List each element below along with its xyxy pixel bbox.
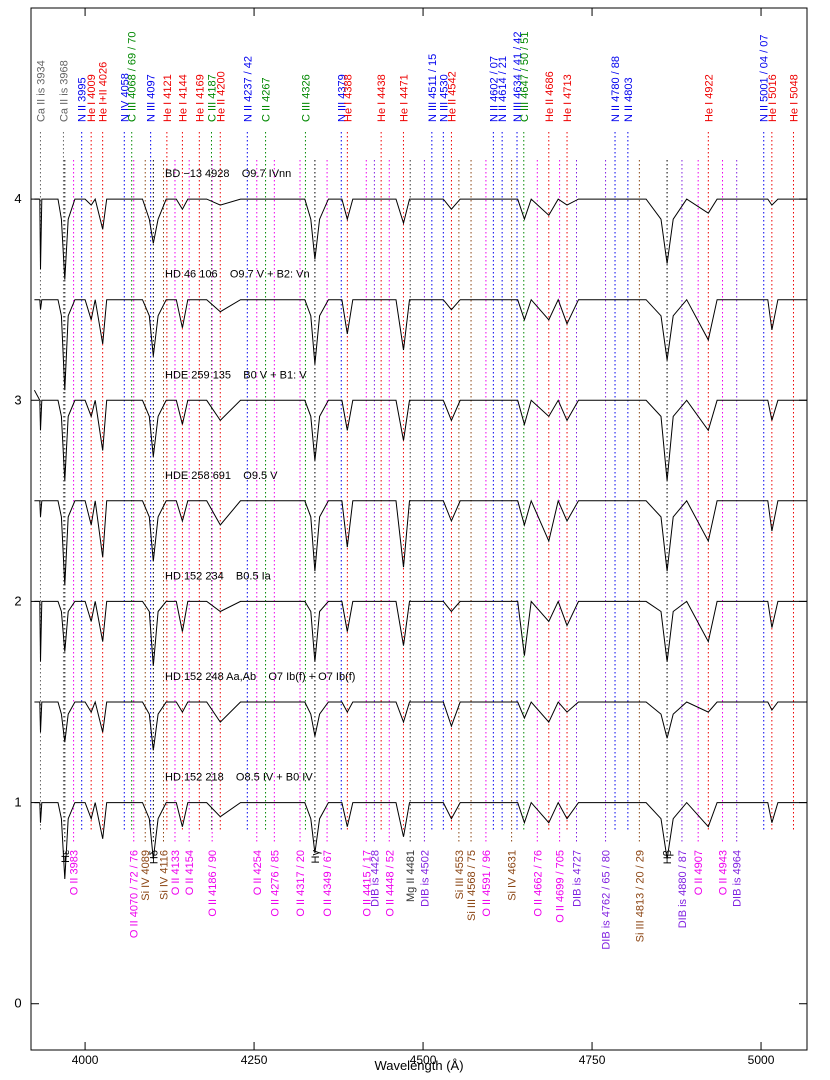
top-line-label: N II 3995 [77, 77, 89, 122]
top-line-label: N III 4097 [146, 74, 158, 122]
top-line-label: N II 4237 / 42 [242, 56, 254, 122]
spectrum [34, 600, 807, 666]
star-label: HDE 259 135 B0 V + B1: V [165, 369, 307, 381]
bottom-line-label: O II 4349 / 67 [322, 850, 334, 917]
y-tick-label: 3 [14, 392, 21, 407]
bottom-line-label: O II 4943 [718, 850, 730, 895]
top-line-label: He II 4686 [544, 71, 556, 122]
bottom-line-label: Hγ [310, 850, 322, 864]
top-line-label: N II 4614 / 21 [497, 56, 509, 122]
bottom-line-label: O II 4254 [252, 850, 264, 895]
top-line-label: N III 4634 / 41 / 42 [512, 31, 524, 122]
bottom-line-label: O II 4317 / 20 [295, 850, 307, 917]
bottom-line-label: Hδ [148, 850, 160, 864]
top-line-label: He I 4471 [398, 74, 410, 122]
bottom-line-label: Si III 4568 / 75 [466, 850, 478, 921]
y-tick-label: 4 [14, 191, 21, 206]
bottom-line-label: O II 4276 / 85 [269, 850, 281, 917]
top-line-label: N IV 4058 [119, 73, 131, 122]
x-tick-label: 5000 [748, 1053, 775, 1067]
spectrum [34, 700, 807, 751]
top-line-label: He I 5048 [788, 74, 800, 122]
top-line-label: N II 4780 / 88 [610, 56, 622, 122]
bottom-line-label: Si III 4813 / 20 / 29 [634, 850, 646, 942]
top-line-label: He II 4200 [215, 71, 227, 122]
top-line-label: He I 4121 [162, 74, 174, 122]
top-line-label: N II 5001 / 04 / 07 [759, 35, 771, 122]
y-tick-label: 0 [14, 996, 21, 1011]
spectrum [34, 298, 807, 391]
top-line-label: He I 4388 [342, 74, 354, 122]
top-line-label: He I 4009 [86, 74, 98, 122]
bottom-line-label: O II 4662 / 76 [532, 850, 544, 917]
top-line-label: N III 4379 [336, 74, 348, 122]
bottom-line-label: DIB is 4880 / 87 [677, 850, 689, 928]
x-tick-label: 4500 [410, 1053, 437, 1067]
bottom-line-label: Si IV 4631 [507, 850, 519, 901]
top-line-label: He I+II 4026 [98, 62, 110, 122]
y-tick-label: 2 [14, 593, 21, 608]
spectrum [33, 389, 807, 481]
star-label: HD 46 106 O9.7 V + B2: Vn [165, 269, 310, 281]
star-label: BD −13 4928 O9.7 IVnn [165, 168, 291, 180]
top-line-label: He I 5016 [767, 74, 779, 122]
top-line-label: Ca II is 3934 [35, 60, 47, 122]
star-label: HD 152 248 Aa,Ab O7 Ib(f) + O7 Ib(f) [165, 671, 355, 683]
bottom-line-label: Si IV 4089 [140, 850, 152, 901]
bottom-line-label: O II 4070 / 72 / 76 [129, 850, 141, 938]
top-line-label: N II 4602 / 07 [488, 56, 500, 122]
x-tick-label: 4250 [241, 1053, 268, 1067]
bottom-line-label: O II 4154 [184, 850, 196, 895]
bottom-line-label: Mg II 4481 [405, 850, 417, 902]
star-label: HD 152 218 O8.5 IV + B0 IV [165, 772, 313, 784]
top-line-label: He I 4169 [194, 74, 206, 122]
star-label: HD 152 234 B0.5 Ia [165, 570, 272, 582]
bottom-line-label: O II 4591 / 96 [481, 850, 493, 917]
x-tick-label: 4000 [72, 1053, 99, 1067]
bottom-line-label: DIB is 4727 [571, 850, 583, 907]
bottom-line-label: O II 4133 [170, 850, 182, 895]
top-line-label: He I 4144 [177, 74, 189, 122]
bottom-line-label: DIB is 4428 [369, 850, 381, 907]
bottom-line-label: O II 4699 / 705 [555, 850, 567, 923]
bottom-line-label: Si IV 4116 [158, 850, 170, 900]
top-line-label: N II 4803 [623, 77, 635, 122]
top-line-label: C III 4068 / 69 / 70 [127, 31, 139, 122]
bottom-line-label: O II 4448 / 52 [384, 850, 396, 917]
bottom-line-label: DIB is 4502 [419, 850, 431, 907]
top-line-label: C III 4187 [206, 74, 218, 122]
top-line-label: He I 4713 [562, 74, 574, 122]
y-tick-label: 1 [14, 795, 21, 810]
bottom-line-label: O II 4186 / 90 [207, 850, 219, 917]
top-line-label: Ca II is 3968 [58, 60, 70, 122]
bottom-line-label: Si III 4553 [454, 850, 466, 900]
plot-frame [30, 7, 808, 1051]
top-line-label: N III 4530 [438, 74, 450, 122]
bottom-line-label: O II 3983 [69, 850, 81, 895]
x-axis-label: Wavelength (Å) [374, 1058, 463, 1073]
spectrum [34, 499, 807, 586]
top-line-label: C III 4647 / 50 / 51 [519, 31, 531, 122]
top-line-label: He I 4922 [703, 74, 715, 122]
bottom-line-label: O II 4907 [693, 850, 705, 895]
bottom-line-label: O II 4415 / 17 [361, 850, 373, 917]
bottom-line-label: DIB is 4964 [732, 850, 744, 907]
bottom-line-label: DIB is 4762 / 65 / 80 [601, 850, 613, 950]
spectrum [34, 197, 807, 280]
top-line-label: C III 4326 [300, 74, 312, 122]
bottom-line-label: Hβ [662, 850, 674, 864]
top-line-label: C II 4267 [261, 77, 273, 122]
top-line-label: N III 4511 / 15 [427, 54, 439, 122]
spectrum [34, 801, 807, 880]
top-line-label: He II 4542 [446, 71, 458, 122]
star-label: HDE 258 691 O9.5 V [165, 470, 278, 482]
x-tick-label: 4750 [579, 1053, 606, 1067]
top-line-label: He I 4438 [376, 74, 388, 122]
